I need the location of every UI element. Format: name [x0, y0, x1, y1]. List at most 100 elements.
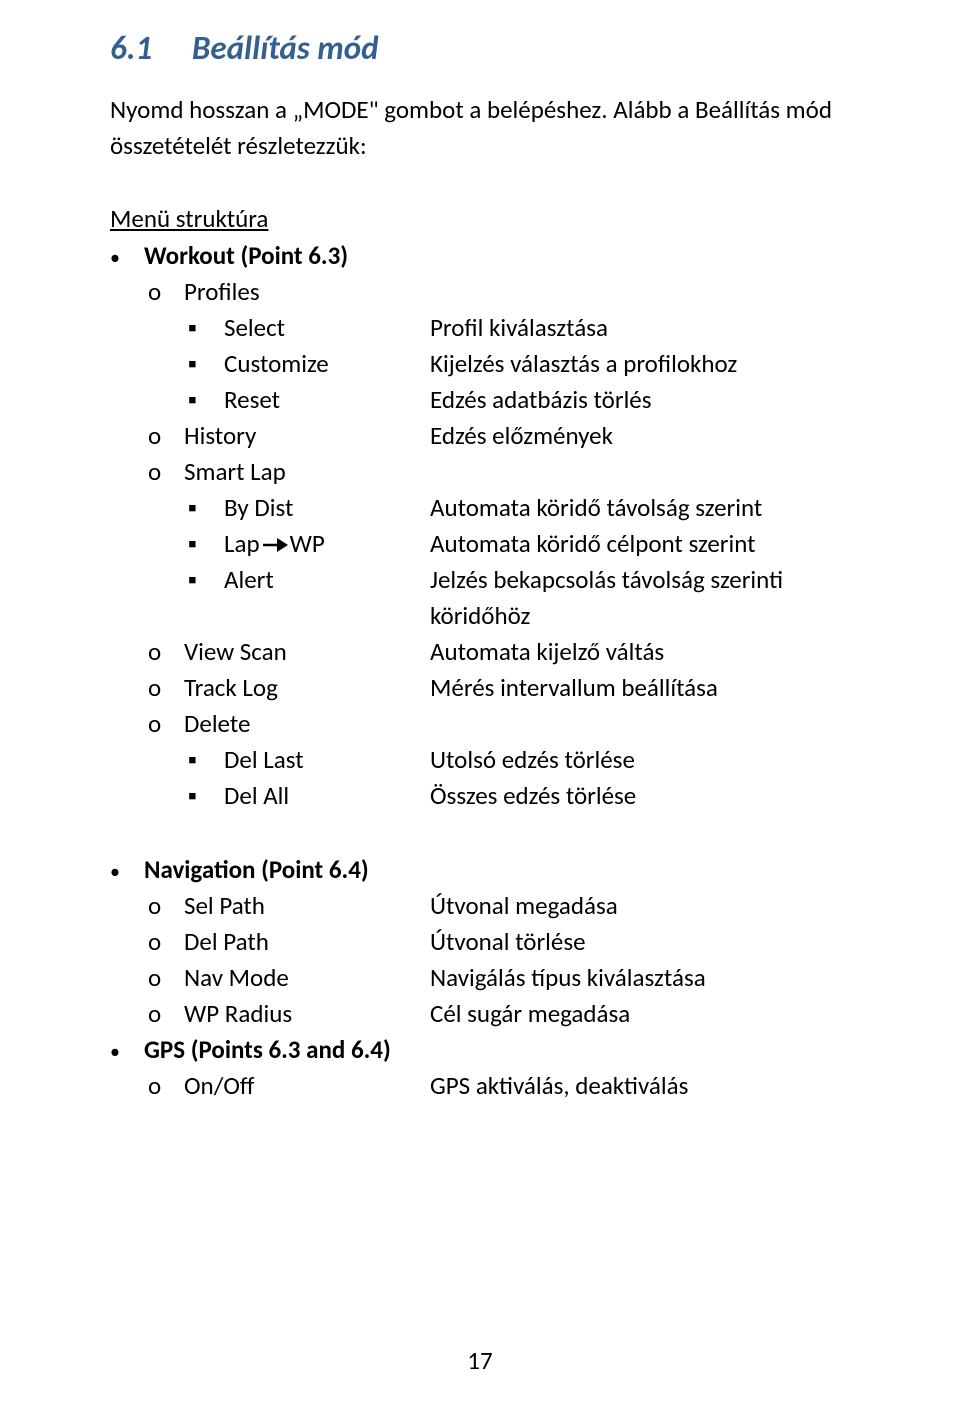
intro-line2: összetételét részletezzük:	[110, 130, 367, 161]
onoff-label: On/Off	[184, 1068, 430, 1104]
item-alert: ▪ Alert Jelzés bekapcsolás távolság szer…	[110, 562, 850, 634]
viewscan-label: View Scan	[184, 634, 430, 670]
bullet-icon: •	[110, 244, 144, 273]
submenu-selpath: o Sel Path Útvonal megadása	[110, 888, 850, 924]
circle-icon: o	[110, 670, 184, 706]
wpradius-desc: Cél sugár megadása	[430, 996, 850, 1032]
circle-icon: o	[110, 924, 184, 960]
document-page: 6.1 Beállítás mód Nyomd hosszan a „MODE"…	[0, 0, 960, 1418]
square-icon: ▪	[110, 490, 224, 526]
tracklog-label: Track Log	[184, 670, 430, 706]
alert-desc-line1: Jelzés bekapcsolás távolság szerinti	[430, 562, 850, 598]
submenu-tracklog: o Track Log Mérés intervallum beállítása	[110, 670, 850, 706]
navigation-label: Navigation (Point 6.4)	[144, 852, 850, 888]
lapwp-label: Lap WP	[224, 526, 430, 562]
navmode-label: Nav Mode	[184, 960, 430, 996]
page-number: 17	[0, 1345, 960, 1376]
circle-icon: o	[110, 996, 184, 1032]
delall-label: Del All	[224, 778, 430, 814]
circle-icon: o	[110, 706, 184, 742]
delpath-desc: Útvonal törlése	[430, 924, 850, 960]
selpath-desc: Útvonal megadása	[430, 888, 850, 924]
bullet-icon: •	[110, 1038, 144, 1067]
lapwp-post: WP	[290, 526, 325, 562]
menu-structure-heading: Menü struktúra	[110, 203, 850, 234]
section-heading: 6.1 Beállítás mód	[110, 28, 850, 68]
submenu-delete: o Delete ▪ Del Last Utolsó edzés törlése…	[110, 706, 850, 814]
selpath-label: Sel Path	[184, 888, 430, 924]
profiles-sublist: ▪ Select Profil kiválasztása ▪ Customize…	[110, 310, 850, 418]
history-desc: Edzés előzmények	[430, 418, 850, 454]
delall-desc: Összes edzés törlése	[430, 778, 850, 814]
submenu-history: o History Edzés előzmények	[110, 418, 850, 454]
square-icon: ▪	[110, 526, 224, 562]
circle-icon: o	[110, 634, 184, 670]
delete-label: Delete	[184, 706, 850, 742]
alert-desc-line2: köridőhöz	[430, 598, 850, 634]
circle-icon: o	[110, 454, 184, 490]
tracklog-desc: Mérés intervallum beállítása	[430, 670, 850, 706]
smartlap-label: Smart Lap	[184, 454, 850, 490]
square-icon: ▪	[110, 562, 224, 598]
square-icon: ▪	[110, 382, 224, 418]
submenu-delpath: o Del Path Útvonal törlése	[110, 924, 850, 960]
wpradius-label: WP Radius	[184, 996, 430, 1032]
square-icon: ▪	[110, 310, 224, 346]
submenu-wpradius: o WP Radius Cél sugár megadása	[110, 996, 850, 1032]
item-bydist: ▪ By Dist Automata köridő távolság szeri…	[110, 490, 850, 526]
submenu-smartlap: o Smart Lap ▪ By Dist Automata köridő tá…	[110, 454, 850, 634]
section-title: Beállítás mód	[192, 28, 379, 68]
menu-item-gps: • GPS (Points 6.3 and 6.4) o On/Off GPS …	[110, 1032, 850, 1104]
circle-icon: o	[110, 418, 184, 454]
item-delall: ▪ Del All Összes edzés törlése	[110, 778, 850, 814]
onoff-desc: GPS aktiválás, deaktiválás	[430, 1068, 850, 1104]
dellast-label: Del Last	[224, 742, 430, 778]
item-customize: ▪ Customize Kijelzés választás a profilo…	[110, 346, 850, 382]
smartlap-sublist: ▪ By Dist Automata köridő távolság szeri…	[110, 490, 850, 634]
submenu-profiles: o Profiles ▪ Select Profil kiválasztása …	[110, 274, 850, 418]
spacer	[110, 814, 850, 848]
customize-desc: Kijelzés választás a profilokhoz	[430, 346, 850, 382]
item-select: ▪ Select Profil kiválasztása	[110, 310, 850, 346]
select-label: Select	[224, 310, 430, 346]
reset-label: Reset	[224, 382, 430, 418]
workout-label: Workout (Point 6.3)	[144, 238, 850, 274]
menu-item-workout: • Workout (Point 6.3) o Profiles ▪ Selec…	[110, 238, 850, 814]
menu-list: • Workout (Point 6.3) o Profiles ▪ Selec…	[110, 238, 850, 814]
item-dellast: ▪ Del Last Utolsó edzés törlése	[110, 742, 850, 778]
section-number: 6.1	[110, 28, 152, 68]
item-reset: ▪ Reset Edzés adatbázis törlés	[110, 382, 850, 418]
alert-label: Alert	[224, 562, 430, 598]
square-icon: ▪	[110, 742, 224, 778]
intro-line1: Nyomd hosszan a „MODE" gombot a belépésh…	[110, 94, 832, 125]
lapwp-pre: Lap	[224, 526, 260, 562]
history-label: History	[184, 418, 430, 454]
select-desc: Profil kiválasztása	[430, 310, 850, 346]
gps-sublist: o On/Off GPS aktiválás, deaktiválás	[110, 1068, 850, 1104]
bydist-desc: Automata köridő távolság szerint	[430, 490, 850, 526]
lapwp-desc: Automata köridő célpont szerint	[430, 526, 850, 562]
arrow-right-icon	[262, 528, 288, 564]
submenu-viewscan: o View Scan Automata kijelző váltás	[110, 634, 850, 670]
square-icon: ▪	[110, 346, 224, 382]
intro-paragraph: Nyomd hosszan a „MODE" gombot a belépésh…	[110, 92, 850, 165]
circle-icon: o	[110, 274, 184, 310]
circle-icon: o	[110, 888, 184, 924]
menu-item-navigation: • Navigation (Point 6.4) o Sel Path Útvo…	[110, 852, 850, 1032]
customize-label: Customize	[224, 346, 430, 382]
navmode-desc: Navigálás típus kiválasztása	[430, 960, 850, 996]
circle-icon: o	[110, 1068, 184, 1104]
item-lapwp: ▪ Lap WP A	[110, 526, 850, 562]
delpath-label: Del Path	[184, 924, 430, 960]
bydist-label: By Dist	[224, 490, 430, 526]
profiles-label: Profiles	[184, 274, 850, 310]
bullet-icon: •	[110, 858, 144, 887]
navigation-sublist: o Sel Path Útvonal megadása o Del Path Ú…	[110, 888, 850, 1032]
menu-list-2: • Navigation (Point 6.4) o Sel Path Útvo…	[110, 852, 850, 1104]
square-icon: ▪	[110, 778, 224, 814]
circle-icon: o	[110, 960, 184, 996]
submenu-navmode: o Nav Mode Navigálás típus kiválasztása	[110, 960, 850, 996]
reset-desc: Edzés adatbázis törlés	[430, 382, 850, 418]
dellast-desc: Utolsó edzés törlése	[430, 742, 850, 778]
workout-sublist: o Profiles ▪ Select Profil kiválasztása …	[110, 274, 850, 814]
